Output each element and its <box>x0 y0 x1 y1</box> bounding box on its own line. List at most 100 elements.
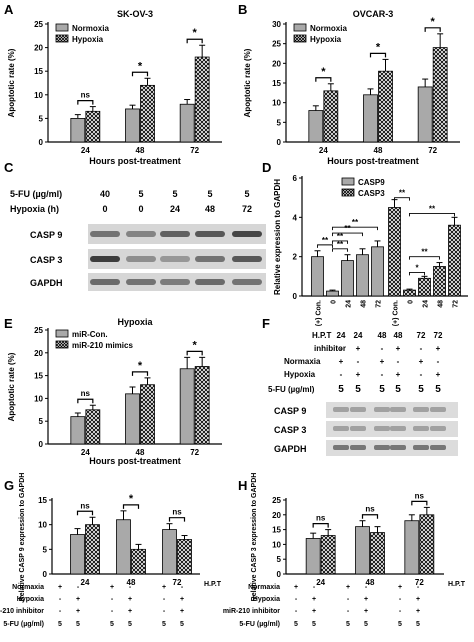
significance-label: ** <box>344 224 351 233</box>
significance-label: * <box>193 27 198 39</box>
significance-bracket <box>369 52 387 58</box>
chart-a-sk-ov-3: 0 5 10 15 20 25 Apoptotic rate (%) SK-OV-3 Hours… <box>7 9 222 166</box>
bar-series-1 <box>125 393 140 445</box>
significance-label: * <box>129 493 134 505</box>
condition-value: + <box>364 596 368 603</box>
x-tick-label: 72 <box>376 300 383 308</box>
blot-condition-value: 24 <box>337 331 346 340</box>
significance-bracket <box>332 226 378 231</box>
condition-value: 5 <box>110 621 114 628</box>
significance-label: * <box>376 41 381 53</box>
condition-value: - <box>181 584 184 591</box>
condition-value: - <box>399 596 402 603</box>
condition-value: - <box>163 596 166 603</box>
y-axis-title: Apoptotic rate (%) <box>243 48 252 117</box>
significance-bracket <box>409 212 455 217</box>
blot-condition-value: 5 <box>338 384 344 395</box>
chart-b-ovcar-3: 0 5 10 15 20 25 30 Apoptotic rate (%) OVCAR-3 Hou… <box>243 9 460 166</box>
bar-series-2 <box>433 266 446 297</box>
blot-condition-value: 5 <box>355 384 361 395</box>
significance-label: ns <box>81 91 91 100</box>
x-axis-title: Hours post-treatment <box>89 456 181 466</box>
significance-label: ns <box>80 501 90 510</box>
bar-series-1 <box>116 519 131 575</box>
x-tick-label: 48 <box>366 578 375 587</box>
bar-series-1 <box>363 94 378 143</box>
blot-row-label: 5-FU (µg/ml) <box>268 385 315 394</box>
blot-condition-value: + <box>356 344 361 353</box>
significance-bracket <box>315 77 332 82</box>
legend-label: miR-Con. <box>72 330 108 339</box>
bar-series-1 <box>125 108 140 143</box>
bar-series-1 <box>162 529 177 575</box>
x-tick-label: 48 <box>438 300 445 308</box>
bar-series-1 <box>417 86 433 143</box>
bar-series-2 <box>388 207 401 297</box>
blot-band <box>374 407 390 412</box>
blot-condition-value: 5 <box>379 384 385 395</box>
condition-value: + <box>346 584 350 591</box>
y-tick-label: 15 <box>272 79 281 88</box>
y-tick-label: 5 <box>43 545 48 554</box>
bar-series-2 <box>403 289 416 297</box>
y-tick-label: 30 <box>272 20 281 29</box>
bar-series-2 <box>85 524 100 575</box>
blot-band <box>430 445 446 450</box>
y-tick-label: 25 <box>272 40 281 49</box>
condition-value: 5 <box>58 621 62 628</box>
bar-series-2 <box>194 56 210 143</box>
condition-value: + <box>312 608 316 615</box>
significance-bracket <box>409 256 440 260</box>
blot-band <box>195 231 225 237</box>
y-axis-title: Apoptotic rate (%) <box>7 48 16 117</box>
blot-band <box>413 445 429 450</box>
significance-bracket <box>424 27 441 32</box>
condition-value: + <box>76 596 80 603</box>
blot-condition-value: + <box>380 357 385 366</box>
y-tick-label: 0 <box>293 292 298 301</box>
y-tick-label: 25 <box>34 326 43 335</box>
legend-swatch <box>341 188 355 197</box>
condition-value: 5 <box>416 621 420 628</box>
blot-band <box>160 279 190 285</box>
blot-band <box>333 407 349 412</box>
blot-condition-value: + <box>436 344 441 353</box>
blot-band <box>126 279 156 285</box>
x-tick-label: 24 <box>319 146 328 155</box>
chart-g-casp9: 0 5 10 15 Relative CASP 9 expression to GAPD… <box>19 473 222 602</box>
blot-band <box>126 231 156 237</box>
condition-value: 5 <box>180 621 184 628</box>
condition-value: - <box>347 596 350 603</box>
condition-value: - <box>163 608 166 615</box>
legend-swatch <box>341 177 355 186</box>
y-tick-label: 15 <box>34 372 43 381</box>
panel-letter-f: F <box>262 316 270 331</box>
condition-value: - <box>295 596 298 603</box>
condition-value: + <box>128 608 132 615</box>
x-tick-label: 72 <box>190 448 199 457</box>
panel-letter-e: E <box>4 316 13 331</box>
y-axis-title: Relative CASP 9 expression to GAPDH <box>19 473 26 602</box>
x-axis-title: Hours post-treatment <box>89 156 181 166</box>
significance-bracket <box>312 523 329 528</box>
legend-swatch <box>55 340 69 349</box>
condition-value: + <box>180 596 184 603</box>
blot-band <box>374 445 390 450</box>
blot-hypoxia-value: 0 <box>138 204 143 214</box>
condition-value: - <box>59 596 62 603</box>
blot-hypoxia-value: 24 <box>170 204 180 214</box>
y-tick-label: 5 <box>277 555 282 564</box>
x-tick-label: 48 <box>374 146 383 155</box>
blot-membrane <box>88 249 266 269</box>
x-axis-title: H.P.T <box>204 581 222 588</box>
significance-bracket <box>131 71 149 77</box>
significance-label: ** <box>352 218 359 227</box>
bar-series-2 <box>131 548 146 575</box>
significance-bracket <box>332 248 348 252</box>
panel-letter-d: D <box>262 160 271 175</box>
bar-series-2 <box>370 532 385 575</box>
condition-value: + <box>416 596 420 603</box>
bar-series-1 <box>70 534 85 575</box>
blot-band-label: GAPDH <box>30 278 63 288</box>
legend-swatch <box>55 329 69 338</box>
